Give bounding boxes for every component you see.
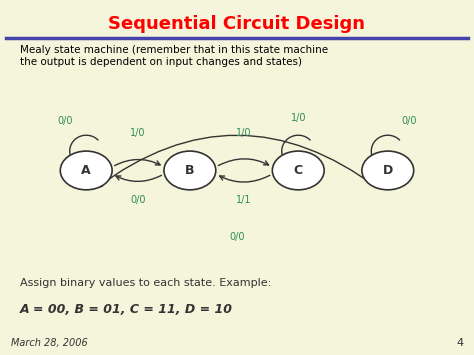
Text: D: D — [383, 164, 393, 177]
Circle shape — [60, 151, 112, 190]
Text: Mealy state machine (remember that in this state machine
the output is dependent: Mealy state machine (remember that in th… — [20, 45, 328, 67]
Circle shape — [362, 151, 414, 190]
Text: A = 00, B = 01, C = 11, D = 10: A = 00, B = 01, C = 11, D = 10 — [20, 302, 233, 316]
FancyArrowPatch shape — [98, 135, 378, 188]
Text: B: B — [185, 164, 195, 177]
Text: March 28, 2006: March 28, 2006 — [11, 338, 88, 348]
Text: Sequential Circuit Design: Sequential Circuit Design — [109, 16, 365, 33]
Text: 0/0: 0/0 — [401, 116, 417, 126]
Text: 1/1: 1/1 — [237, 195, 252, 206]
Text: A: A — [82, 164, 91, 177]
Text: 4: 4 — [456, 338, 463, 348]
Text: 0/0: 0/0 — [130, 195, 146, 206]
Circle shape — [273, 151, 324, 190]
FancyArrowPatch shape — [116, 175, 162, 181]
Circle shape — [164, 151, 216, 190]
FancyArrowPatch shape — [115, 159, 160, 166]
FancyArrowPatch shape — [219, 175, 270, 182]
Text: 0/0: 0/0 — [229, 233, 245, 242]
Text: Assign binary values to each state. Example:: Assign binary values to each state. Exam… — [20, 278, 272, 288]
Text: 0/0: 0/0 — [57, 116, 73, 126]
Text: 1/0: 1/0 — [291, 113, 306, 122]
Text: 1/0: 1/0 — [237, 129, 252, 138]
FancyArrowPatch shape — [218, 159, 268, 166]
Text: C: C — [294, 164, 303, 177]
Text: 1/0: 1/0 — [130, 129, 146, 138]
